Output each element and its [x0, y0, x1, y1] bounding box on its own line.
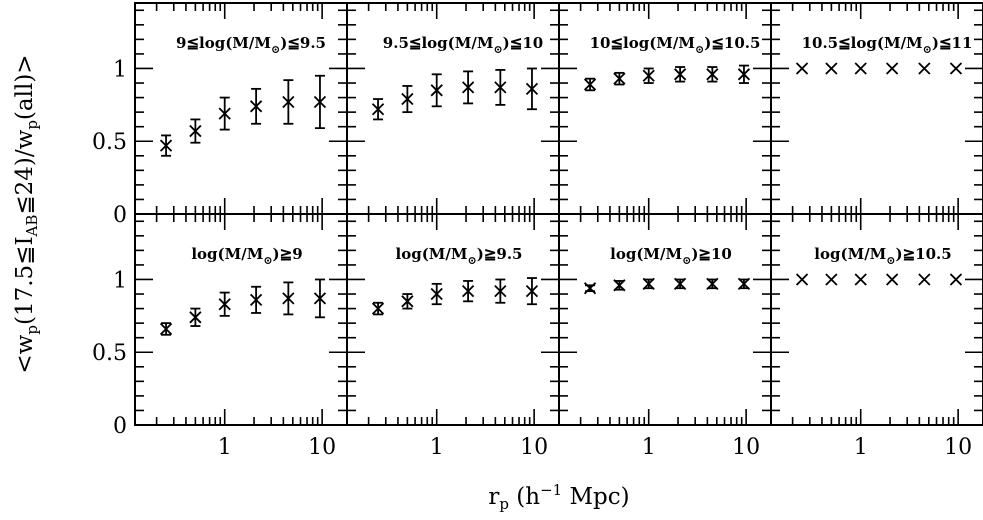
y-tick-label: 0.5 [92, 341, 127, 366]
data-point [249, 285, 263, 314]
x-axis-title: rp (h−1 Mpc) [488, 481, 629, 513]
data-point [642, 277, 655, 290]
x-tick-label: 1 [430, 435, 444, 460]
panel-label: 9.5≦log(M/M⊙)≦10 [383, 34, 543, 56]
data-point [825, 62, 838, 75]
data-point [430, 73, 443, 108]
data-point [282, 79, 295, 125]
data-point [673, 66, 687, 83]
data-point [795, 273, 809, 286]
data-point [494, 69, 507, 106]
panel-frame-1-3 [770, 213, 983, 426]
x-tick-label: 1 [642, 435, 656, 460]
panel-labels: 9≦log(M/M⊙)≦9.5 9.5≦log(M/M⊙)≦10 10≦log(M/… [176, 34, 972, 267]
data-point [159, 134, 173, 157]
data-point [885, 273, 899, 286]
data-point [461, 280, 475, 303]
y-tick-label: 0 [113, 414, 127, 439]
panel-frames [134, 2, 983, 426]
data-point [737, 64, 751, 84]
data-point [525, 67, 539, 111]
data-point [613, 279, 626, 292]
data-point [854, 62, 867, 75]
data-point [854, 273, 867, 286]
data-point [825, 273, 838, 286]
data-point [706, 277, 719, 290]
data-point [525, 277, 539, 306]
data-point [918, 273, 931, 286]
data-point [189, 307, 202, 327]
data-point [583, 77, 597, 92]
data-point [737, 277, 751, 290]
data-point [401, 293, 414, 310]
data-point [949, 62, 963, 75]
panel-label: log(M/M⊙)≧9.5 [396, 245, 523, 267]
y-tick-label: 0.5 [92, 130, 127, 155]
panel-label: log(M/M⊙)≧9 [191, 245, 302, 267]
panel-label: log(M/M⊙)≧10 [610, 245, 732, 267]
data-point [949, 273, 963, 286]
y-tick-label: 1 [113, 268, 127, 293]
x-tick-label: 1 [854, 435, 868, 460]
data-point [401, 85, 414, 114]
data-points [159, 62, 963, 336]
data-point [706, 66, 719, 83]
data-point [159, 322, 173, 336]
axis-ticks [135, 3, 983, 426]
x-tick-label: 10 [944, 435, 972, 460]
data-point [218, 291, 231, 317]
data-point [430, 282, 443, 306]
data-point [313, 278, 327, 319]
x-tick-label: 1 [218, 435, 232, 460]
data-point [642, 67, 655, 84]
panel-label: 9≦log(M/M⊙)≦9.5 [176, 34, 326, 56]
x-tick-label: 10 [520, 435, 548, 460]
data-point [583, 282, 597, 295]
data-point [249, 87, 263, 125]
y-tick-label: 1 [113, 57, 127, 82]
data-point [218, 96, 231, 131]
data-point [494, 278, 507, 304]
x-tick-label: 10 [308, 435, 336, 460]
data-point [918, 62, 931, 75]
panel-label: 10.5≦log(M/M⊙)≦11 [802, 34, 973, 56]
panel-label: 10≦log(M/M⊙)≦10.5 [590, 34, 761, 56]
data-point [189, 118, 202, 144]
x-tick-label: 10 [732, 435, 760, 460]
data-point [371, 301, 385, 316]
data-point [313, 74, 327, 130]
panel-label: log(M/M⊙)≧10.5 [814, 245, 951, 267]
data-point [673, 277, 687, 290]
data-point [461, 70, 475, 105]
y-axis-title: <wp(17.5≦IAB≦24)/wp(all)> [12, 54, 41, 373]
data-point [282, 281, 295, 316]
data-point [613, 71, 626, 86]
data-point [795, 62, 809, 75]
y-tick-label: 0 [113, 203, 127, 228]
data-point [885, 62, 899, 75]
axis-titles: rp (h−1 Mpc) <wp(17.5≦IAB≦24)/wp(all)> [12, 54, 630, 513]
data-point [371, 98, 385, 121]
